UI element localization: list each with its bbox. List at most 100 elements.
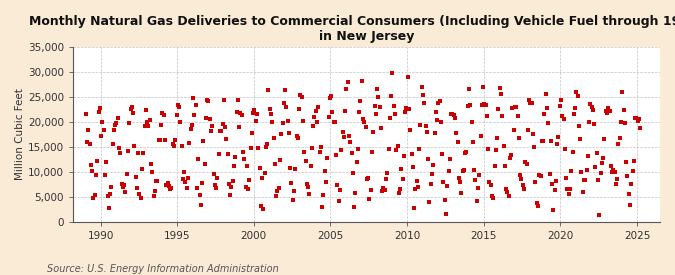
Point [369, 104, 380, 109]
Point [194, 193, 205, 197]
Point [507, 106, 518, 110]
Point [612, 177, 622, 181]
Point [567, 150, 578, 154]
Point [281, 104, 292, 109]
Point [346, 150, 357, 155]
Point [350, 190, 360, 195]
Point [470, 178, 481, 182]
Point [89, 193, 100, 197]
Point [425, 181, 436, 186]
Point [581, 168, 592, 172]
Point [468, 168, 479, 172]
Text: Source: U.S. Energy Information Administration: Source: U.S. Energy Information Administ… [47, 264, 279, 274]
Point [464, 87, 475, 91]
Point [401, 106, 412, 110]
Point [514, 136, 524, 141]
Point [361, 177, 372, 182]
Y-axis label: Million Cubic Feet: Million Cubic Feet [15, 88, 25, 180]
Point [441, 212, 452, 216]
Point [421, 130, 432, 134]
Point [294, 107, 304, 111]
Point [279, 88, 290, 92]
Point [468, 140, 479, 144]
Point [419, 100, 430, 105]
Point [175, 120, 186, 124]
Point [551, 179, 562, 183]
Point [591, 151, 602, 155]
Point [253, 146, 264, 150]
Point [610, 170, 620, 175]
Point [489, 164, 500, 169]
Point [450, 116, 460, 120]
Point [309, 115, 320, 120]
Point [248, 110, 259, 115]
Point [329, 119, 340, 124]
Point [268, 136, 279, 141]
Point [479, 102, 490, 106]
Point [616, 120, 626, 124]
Point [97, 120, 108, 125]
Point [93, 110, 104, 114]
Point [305, 164, 316, 169]
Point [130, 174, 141, 179]
Point [115, 151, 126, 155]
Point [400, 109, 410, 114]
Point [594, 213, 605, 217]
Point [478, 85, 489, 89]
Point [516, 177, 526, 181]
Point [454, 175, 464, 180]
Point [234, 125, 244, 130]
Point [634, 125, 645, 130]
Point [515, 173, 526, 177]
Point [182, 186, 192, 191]
Point [285, 166, 296, 170]
Point [278, 101, 289, 106]
Point [221, 137, 232, 141]
Point [630, 116, 641, 120]
Point [171, 113, 182, 117]
Point [162, 180, 173, 185]
Point [107, 142, 118, 146]
Point [196, 181, 207, 186]
Point [547, 182, 558, 186]
Point [512, 114, 523, 118]
Point [116, 182, 127, 186]
Point [481, 114, 492, 119]
Point [139, 124, 150, 128]
Point [590, 165, 601, 170]
Point [230, 154, 241, 159]
Point [529, 145, 539, 150]
Point [238, 150, 248, 155]
Point [488, 196, 499, 201]
Point [373, 95, 384, 99]
Point [199, 162, 210, 166]
Point [333, 199, 344, 204]
Point [397, 177, 408, 181]
Point [524, 98, 535, 102]
Point [250, 118, 261, 123]
Point [377, 189, 387, 193]
Point [321, 180, 331, 185]
Point [402, 75, 413, 79]
Point [159, 138, 170, 142]
Point [336, 148, 347, 152]
Point [155, 138, 165, 142]
Point [179, 170, 190, 175]
Point [627, 169, 638, 173]
Point [534, 172, 545, 177]
Point [510, 104, 520, 109]
Point [216, 128, 227, 133]
Point [84, 142, 95, 146]
Point [431, 110, 441, 114]
Point [258, 207, 269, 211]
Point [193, 157, 204, 161]
Point [313, 105, 324, 109]
Point [598, 155, 609, 160]
Point [245, 145, 256, 150]
Point [205, 117, 215, 122]
Point [621, 160, 632, 164]
Point [300, 159, 311, 164]
Point [244, 178, 254, 182]
Point [140, 108, 151, 112]
Title: Monthly Natural Gas Deliveries to Commercial Consumers (Including Vehicle Fuel t: Monthly Natural Gas Deliveries to Commer… [29, 15, 675, 43]
